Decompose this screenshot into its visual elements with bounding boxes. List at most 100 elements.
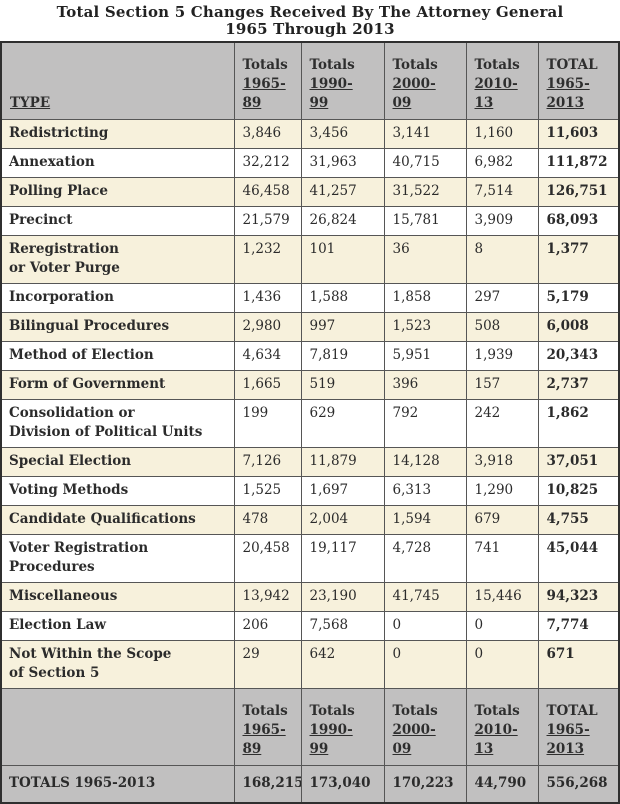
header-period-word: Totals (242, 703, 288, 719)
cell-value: 46,458 (233, 177, 302, 207)
cell-value: 41,745 (383, 582, 467, 612)
type-header-link[interactable]: TYPE (10, 95, 51, 111)
table-row: Bilingual Procedures 2,980 997 1,523 508 6,00… (0, 312, 620, 342)
cell-value: 7,568 (300, 611, 385, 641)
cell-value: 36 (383, 235, 467, 284)
table-row: Special Election 7,126 11,879 14,128 3,918 37… (0, 447, 620, 477)
header-year-link[interactable]: 13 (474, 741, 494, 757)
header-year-link[interactable]: 13 (474, 95, 494, 111)
header-year-link[interactable]: 99 (309, 741, 329, 757)
row-label-line1: Special Election (9, 453, 132, 469)
header-cell-period: Totals 2010- 13 (465, 688, 539, 766)
header-period-word: Totals (309, 57, 355, 73)
header-year-link[interactable]: 2010- (474, 722, 518, 738)
cell-value: 6,313 (383, 476, 467, 506)
cell-value: 297 (465, 283, 539, 313)
header-year-link[interactable]: 09 (392, 95, 412, 111)
cell-value: 792 (383, 399, 467, 448)
cell-value: 0 (383, 640, 467, 689)
header-year-link[interactable]: 1990- (309, 722, 353, 738)
header-year-link[interactable]: 09 (392, 741, 412, 757)
header-period-word: Totals (309, 703, 355, 719)
header-year-link[interactable]: 89 (242, 741, 262, 757)
header-year-link[interactable]: 2010- (474, 76, 518, 92)
header-year-link[interactable]: 1965- (546, 76, 590, 92)
cell-value: 642 (300, 640, 385, 689)
cell-value: 0 (465, 640, 539, 689)
row-label: Election Law (0, 611, 235, 641)
page-title-line2: 1965 Through 2013 (225, 20, 395, 38)
cell-value: 1,160 (465, 119, 539, 149)
cell-value: 6,982 (465, 148, 539, 178)
cell-value: 508 (465, 312, 539, 342)
cell-value: 3,909 (465, 206, 539, 236)
cell-value: 1,862 (537, 399, 620, 448)
cell-value: 21,579 (233, 206, 302, 236)
table-row: Voter Registration Procedures 20,458 19,117… (0, 534, 620, 583)
header-year-link[interactable]: 89 (242, 95, 262, 111)
header-year-link[interactable]: 2000- (392, 76, 436, 92)
row-label: Annexation (0, 148, 235, 178)
cell-value: 126,751 (537, 177, 620, 207)
row-label-line1: Voter Registration (9, 540, 149, 556)
cell-value: 11,879 (300, 447, 385, 477)
cell-value: 199 (233, 399, 302, 448)
header-year-link[interactable]: 2000- (392, 722, 436, 738)
header-year-link[interactable]: 2013 (546, 741, 585, 757)
cell-value: 1,858 (383, 283, 467, 313)
header-row-bottom: Totals 1965- 89 Totals 1990- 99 Totals 2000- 09 T… (0, 688, 620, 766)
cell-value: 29 (233, 640, 302, 689)
cell-value: 10,825 (537, 476, 620, 506)
row-label-line1: Election Law (9, 617, 106, 633)
cell-value: 4,728 (383, 534, 467, 583)
table-row: Form of Government 1,665 519 396 157 2,737 (0, 370, 620, 400)
header-year-link[interactable]: 1990- (309, 76, 353, 92)
table-row: Consolidation or Division of Political Un… (0, 399, 620, 448)
table-row: Reregistration or Voter Purge 1,232 101 36 8 1… (0, 235, 620, 284)
cell-value: 2,004 (300, 505, 385, 535)
cell-value: 5,951 (383, 341, 467, 371)
cell-value: 679 (465, 505, 539, 535)
row-label: Voter Registration Procedures (0, 534, 235, 583)
header-year-link[interactable]: 1965- (546, 722, 590, 738)
row-label: Incorporation (0, 283, 235, 313)
row-label-line1: Precinct (9, 212, 73, 228)
cell-value: 31,963 (300, 148, 385, 178)
row-label: Not Within the Scope of Section 5 (0, 640, 235, 689)
header-cell-type (0, 688, 235, 766)
table-row: Not Within the Scope of Section 5 29 642 0 0 6… (0, 640, 620, 689)
table-row: Voting Methods 1,525 1,697 6,313 1,290 10,825 (0, 476, 620, 506)
row-label-line1: Reregistration (9, 241, 119, 257)
row-label-line1: Incorporation (9, 289, 114, 305)
header-cell-period: TOTAL 1965- 2013 (537, 41, 620, 120)
header-year-link[interactable]: 99 (309, 95, 329, 111)
row-label-line1: Form of Government (9, 376, 166, 392)
row-label-line1: Not Within the Scope (9, 646, 172, 662)
cell-value: 20,458 (233, 534, 302, 583)
cell-value: 8 (465, 235, 539, 284)
row-label: Voting Methods (0, 476, 235, 506)
header-cell-period: Totals 1990- 99 (300, 688, 385, 766)
row-label: Form of Government (0, 370, 235, 400)
header-year-link[interactable]: 2013 (546, 95, 585, 111)
table-row: Polling Place 46,458 41,257 31,522 7,514 126,… (0, 177, 620, 207)
header-year-link[interactable]: 1965- (242, 722, 286, 738)
header-cell-period: Totals 1990- 99 (300, 41, 385, 120)
header-period-word: Totals (242, 57, 288, 73)
cell-value: 1,939 (465, 341, 539, 371)
cell-value: 1,290 (465, 476, 539, 506)
page-title: Total Section 5 Changes Received By The … (0, 0, 620, 41)
cell-value: 19,117 (300, 534, 385, 583)
cell-value: 396 (383, 370, 467, 400)
cell-value: 14,128 (383, 447, 467, 477)
cell-value: 68,093 (537, 206, 620, 236)
cell-value: 15,446 (465, 582, 539, 612)
cell-value: 157 (465, 370, 539, 400)
table-row: Candidate Qualifications 478 2,004 1,594 679… (0, 505, 620, 535)
header-year-link[interactable]: 1965- (242, 76, 286, 92)
totals-row-label: TOTALS 1965-2013 (0, 765, 235, 804)
cell-value: 3,456 (300, 119, 385, 149)
cell-value: 41,257 (300, 177, 385, 207)
cell-value: 2,737 (537, 370, 620, 400)
cell-value: 15,781 (383, 206, 467, 236)
